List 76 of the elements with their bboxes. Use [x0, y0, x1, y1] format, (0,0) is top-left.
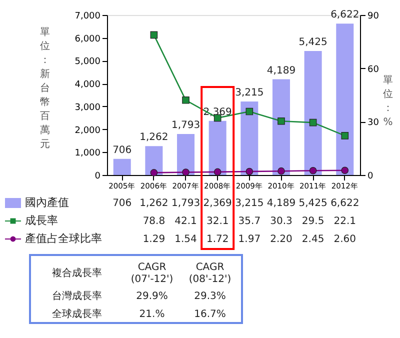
bar	[272, 79, 290, 175]
data-label: 2.45	[302, 234, 324, 245]
data-label: 78.8	[142, 216, 166, 227]
text: 台灣成長率	[52, 290, 102, 302]
data-label: 32.1	[206, 216, 229, 227]
data-label: 4,189	[266, 198, 296, 209]
point	[182, 168, 190, 176]
y-tick-label: 6,000	[74, 34, 101, 44]
text: 29.3%	[194, 291, 226, 302]
bar	[240, 102, 258, 175]
text: 全球成長率	[52, 308, 102, 320]
data-label: 22.1	[334, 216, 356, 227]
text: CAGR (07'-12')	[130, 262, 174, 285]
data-label: 2,369	[203, 198, 232, 209]
bar	[336, 24, 354, 175]
y2-tick-label: 60	[368, 64, 380, 75]
point	[278, 117, 285, 125]
y-tick-label: 7,000	[74, 12, 101, 22]
bar	[145, 146, 163, 175]
data-label: 42.1	[174, 216, 197, 227]
legend-label: 成長率	[25, 214, 58, 227]
y2-tick-label: 30	[368, 118, 380, 128]
text: 29.9%	[136, 291, 168, 302]
point	[309, 166, 317, 174]
text: 16.7%	[194, 309, 226, 320]
text: 706	[112, 144, 132, 156]
text: 5,425	[298, 37, 328, 48]
data-label: 30.3	[270, 216, 292, 227]
point	[182, 96, 190, 104]
point	[214, 168, 222, 176]
legend-label: 產值占全球比率	[25, 232, 102, 245]
y2-tick-label: 0	[368, 172, 374, 182]
y2-tick-label: 90	[368, 12, 380, 22]
bar	[177, 134, 195, 175]
y-tick-label: 4,000	[74, 80, 101, 90]
bar	[304, 51, 322, 175]
data-label: 706	[112, 198, 132, 209]
text: 3,215	[235, 88, 264, 99]
text: 複合成長率	[52, 267, 102, 279]
data-label: 1.97	[238, 234, 261, 245]
legend-label: 國內產值	[25, 196, 69, 209]
data-label: 1,262	[140, 198, 168, 209]
point	[246, 168, 254, 176]
bar	[113, 158, 131, 175]
data-label: 2.20	[270, 234, 292, 245]
text: 21.%	[139, 309, 165, 320]
text: 4,189	[266, 65, 296, 76]
y-tick-label: 3,000	[74, 102, 101, 113]
data-label: 1.54	[174, 234, 197, 245]
bar	[208, 120, 226, 175]
data-label: 1,793	[171, 198, 200, 209]
data-label: 1.29	[142, 234, 166, 245]
y-tick-label: 2,000	[74, 126, 101, 136]
data-label: 35.7	[238, 216, 261, 227]
text: 1,262	[140, 132, 168, 144]
y-tick-label: 1,000	[74, 148, 101, 159]
data-label: 5,425	[298, 198, 328, 209]
text: 1,793	[171, 120, 200, 132]
point	[150, 31, 158, 39]
y-tick-label: 0	[94, 172, 101, 182]
y2-axis-title: 單位：%	[383, 75, 393, 128]
y-tick-label: 5,000	[74, 57, 101, 68]
data-label: 2.60	[334, 234, 356, 245]
point	[341, 166, 349, 174]
point	[278, 167, 285, 175]
data-label: 3,215	[235, 198, 264, 209]
text: 單位：新台幣百萬元	[40, 27, 50, 150]
point	[309, 118, 317, 126]
point	[341, 132, 349, 140]
point	[246, 108, 254, 116]
text: 6,622	[330, 10, 360, 21]
text: CAGR (08'-12')	[188, 262, 232, 285]
data-label: 6,622	[330, 198, 360, 209]
data-label: 29.5	[302, 216, 324, 227]
data-label: 1.72	[206, 234, 229, 245]
point	[150, 169, 158, 176]
